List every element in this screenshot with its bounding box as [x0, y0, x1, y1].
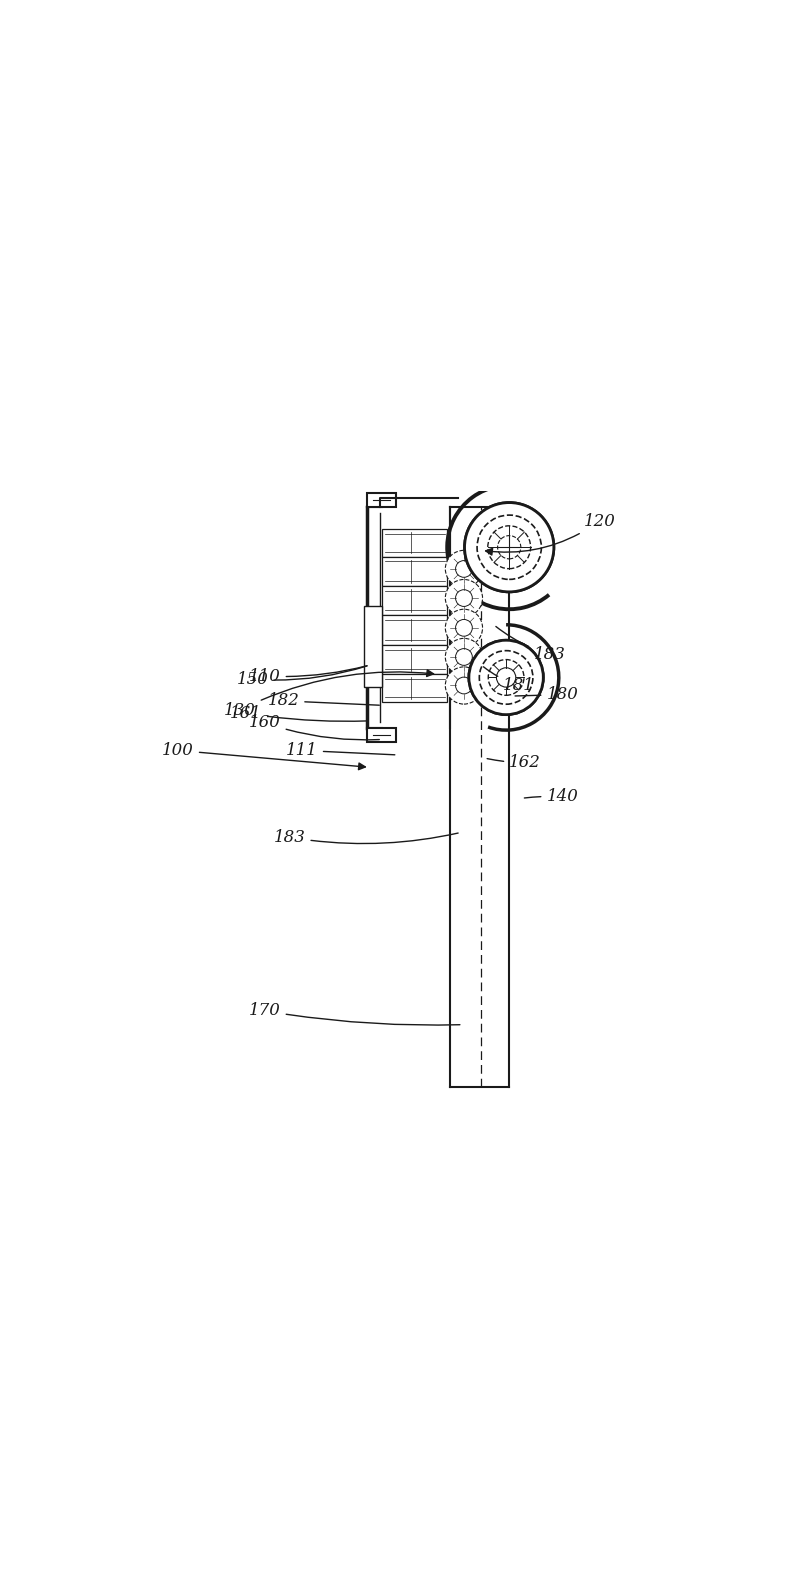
Text: 130: 130 — [224, 670, 434, 719]
Bar — [382, 528, 447, 557]
Bar — [382, 616, 447, 644]
Text: 110: 110 — [249, 665, 367, 684]
Circle shape — [497, 668, 516, 687]
Text: 150: 150 — [237, 667, 367, 687]
Circle shape — [455, 560, 472, 578]
Text: 183: 183 — [496, 627, 566, 663]
Circle shape — [479, 651, 533, 705]
Text: 140: 140 — [524, 789, 578, 806]
Circle shape — [488, 525, 530, 568]
Circle shape — [477, 516, 542, 579]
Circle shape — [465, 503, 554, 592]
Bar — [382, 586, 447, 616]
Circle shape — [446, 579, 482, 617]
Text: 160: 160 — [249, 714, 379, 740]
Circle shape — [446, 667, 482, 705]
Text: 181: 181 — [483, 667, 535, 694]
Circle shape — [469, 640, 543, 714]
Text: 111: 111 — [286, 743, 395, 759]
Bar — [366, 728, 396, 741]
Text: 120: 120 — [486, 513, 615, 555]
Text: 162: 162 — [487, 754, 541, 771]
Bar — [382, 557, 447, 586]
Circle shape — [465, 503, 554, 592]
Circle shape — [455, 678, 472, 694]
Circle shape — [455, 619, 472, 636]
Text: 180: 180 — [515, 686, 578, 703]
Circle shape — [446, 638, 482, 676]
Circle shape — [446, 609, 482, 646]
Text: 183: 183 — [274, 828, 458, 846]
Circle shape — [498, 536, 521, 559]
Text: 182: 182 — [267, 692, 379, 709]
Bar — [363, 606, 382, 687]
Circle shape — [488, 660, 524, 695]
Bar — [366, 494, 396, 506]
Circle shape — [455, 649, 472, 665]
Bar — [382, 674, 447, 701]
Text: 170: 170 — [249, 1003, 460, 1025]
Text: 161: 161 — [230, 705, 367, 722]
Bar — [382, 644, 447, 674]
Text: 100: 100 — [162, 743, 366, 770]
Circle shape — [469, 640, 543, 714]
Circle shape — [446, 551, 482, 587]
Circle shape — [455, 590, 472, 606]
